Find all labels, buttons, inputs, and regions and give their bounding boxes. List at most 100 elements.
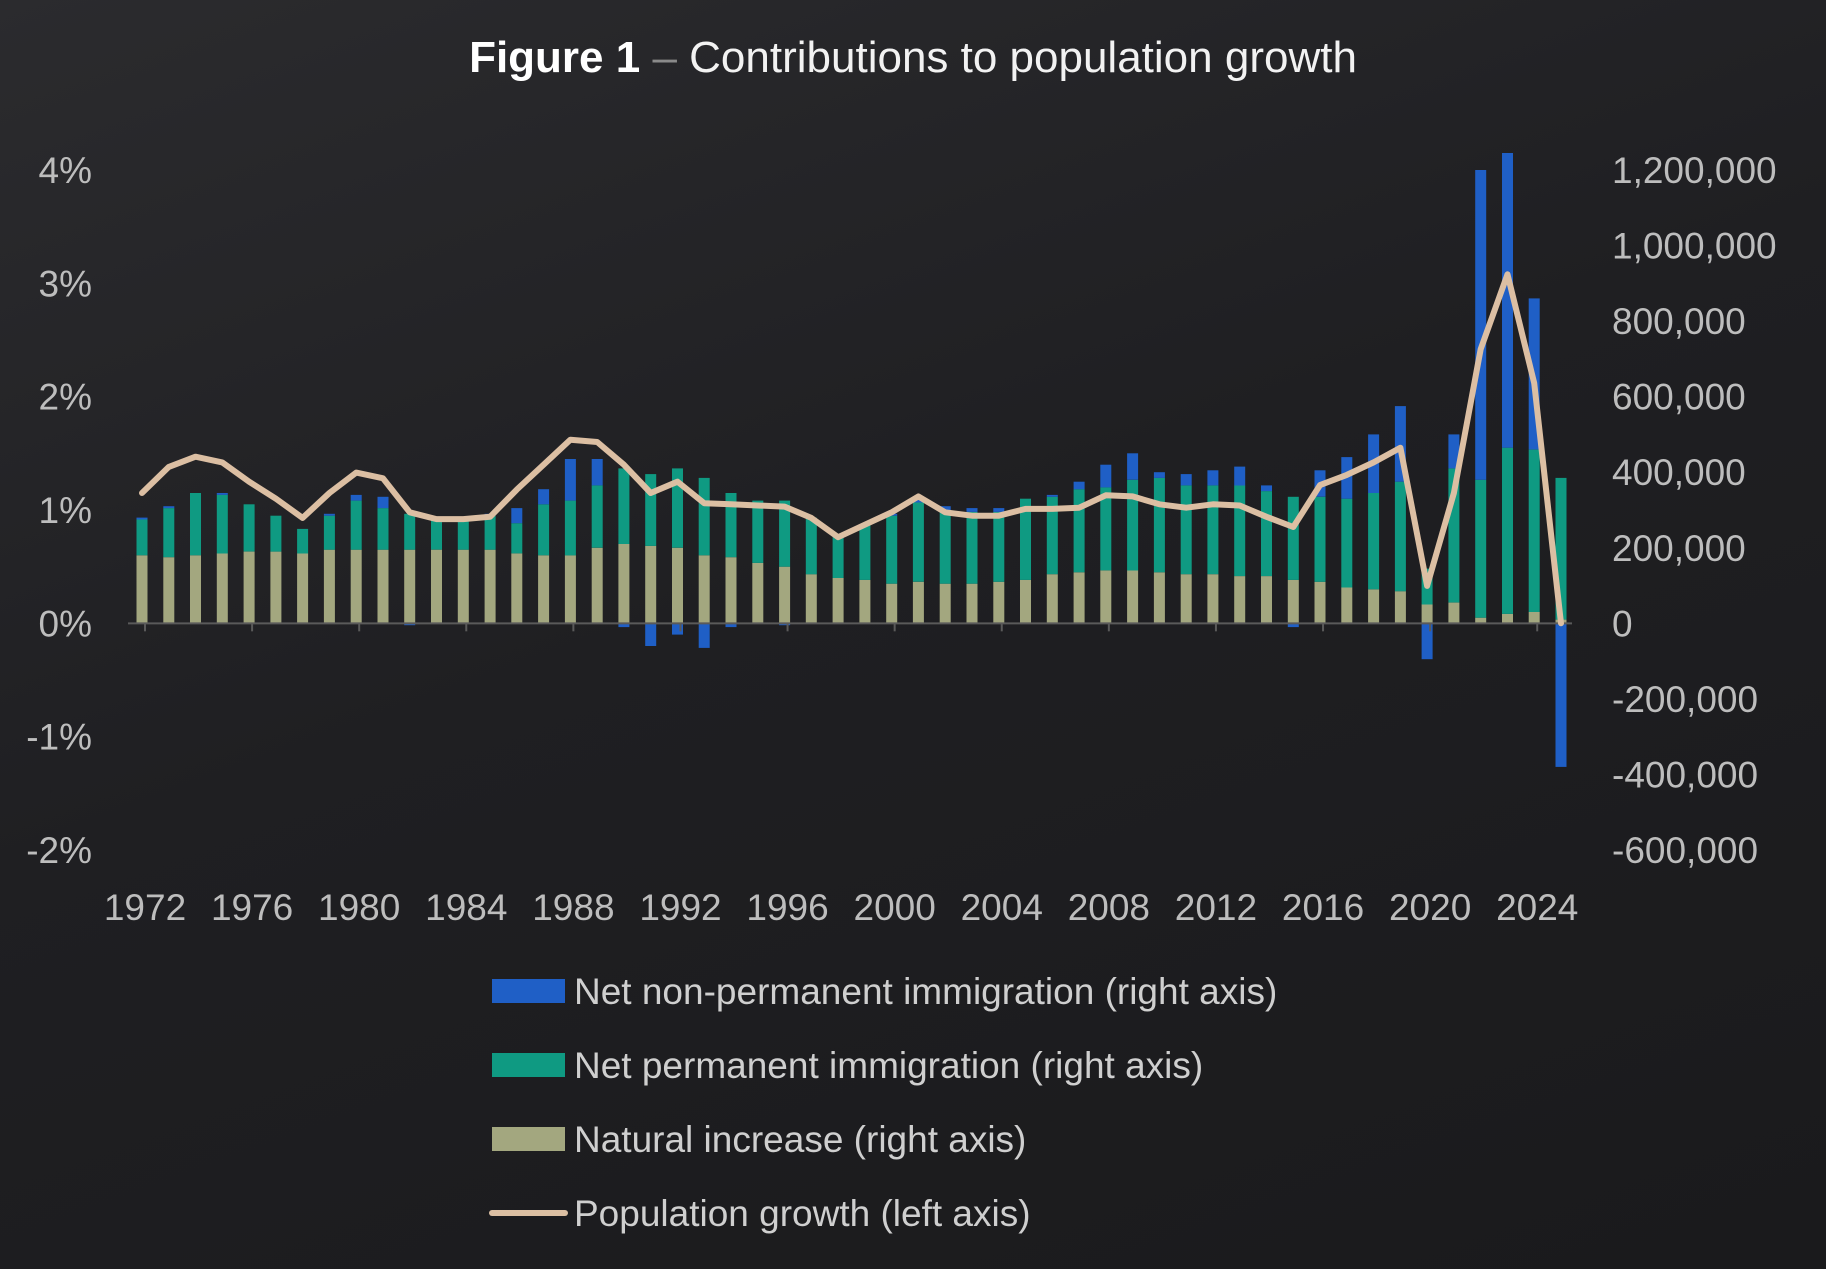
natural-increase-bar xyxy=(1287,579,1299,624)
natural-increase-bar xyxy=(912,581,924,624)
non-permanent-immigration-bar xyxy=(377,496,389,509)
x-axis: 1972 1976 1980 1984 1988 1992 1996 2000 2004 2008… xyxy=(104,623,1578,928)
permanent-immigration-bar xyxy=(993,511,1005,582)
natural-increase-bar xyxy=(1100,570,1112,624)
permanent-immigration-bar xyxy=(832,536,844,578)
non-permanent-immigration-bar xyxy=(725,623,737,628)
non-permanent-immigration-bar xyxy=(591,459,603,486)
x-tick-label: 2008 xyxy=(1068,887,1150,928)
natural-increase-bar xyxy=(752,562,764,624)
permanent-immigration-bar xyxy=(1234,485,1246,577)
permanent-immigration-bar xyxy=(1341,498,1353,588)
population-growth-line xyxy=(139,271,1564,627)
permanent-immigration-bar xyxy=(645,474,657,546)
right-tick-label: 200,000 xyxy=(1612,528,1746,569)
x-tick-label: 1996 xyxy=(746,887,828,928)
x-tick-label: 1988 xyxy=(532,887,614,928)
natural-increase-bar xyxy=(538,555,550,624)
natural-increase-bar xyxy=(270,551,282,624)
non-permanent-immigration-bar xyxy=(1100,464,1112,488)
natural-increase-bar xyxy=(1475,617,1487,624)
natural-increase-bar xyxy=(779,566,791,624)
permanent-immigration-bar xyxy=(1502,447,1513,614)
permanent-immigration-bar xyxy=(618,468,630,544)
non-permanent-immigration-bar xyxy=(1234,466,1246,486)
permanent-immigration-bar xyxy=(725,493,737,558)
permanent-immigration-bar xyxy=(1368,493,1380,590)
permanent-immigration-bar xyxy=(1073,489,1085,573)
chart-title-strong: Figure 1 xyxy=(469,33,640,82)
natural-increase-bar xyxy=(591,547,603,624)
natural-increase-bar xyxy=(511,553,523,624)
natural-increase-bar xyxy=(993,581,1005,624)
natural-increase-bar xyxy=(1127,570,1139,624)
natural-increase-bar xyxy=(939,583,951,624)
natural-increase-bar xyxy=(457,549,469,624)
permanent-immigration-bar xyxy=(297,528,309,554)
natural-increase-bar xyxy=(725,557,737,624)
natural-increase-bar xyxy=(297,553,309,624)
right-tick-label: 0 xyxy=(1612,603,1633,644)
natural-increase-bar xyxy=(163,557,175,624)
non-permanent-immigration-bar xyxy=(323,513,335,516)
non-permanent-immigration-bar xyxy=(1261,485,1272,492)
x-tick-label: 2012 xyxy=(1175,887,1257,928)
non-permanent-immigration-bar xyxy=(645,623,657,646)
permanent-immigration-bar xyxy=(859,525,871,580)
permanent-immigration-bar xyxy=(377,508,389,550)
x-tick-label: 1980 xyxy=(318,887,400,928)
natural-increase-bar xyxy=(1234,576,1246,624)
chart-title: Figure 1 – Contributions to population g… xyxy=(469,33,1357,82)
non-permanent-immigration-bar xyxy=(538,489,550,505)
permanent-immigration-bar xyxy=(564,500,576,556)
natural-increase-bar xyxy=(886,583,898,624)
x-tick-label: 2016 xyxy=(1282,887,1364,928)
natural-increase-bar xyxy=(1368,589,1380,624)
non-permanent-immigration-bar xyxy=(1394,406,1406,482)
x-tick-label: 2000 xyxy=(854,887,936,928)
x-tick-label: 1984 xyxy=(425,887,507,928)
natural-increase-bar xyxy=(136,555,148,624)
natural-increase-bar xyxy=(1314,581,1326,624)
left-tick-label: 4% xyxy=(39,150,92,191)
permanent-immigration-bar xyxy=(752,500,764,563)
right-tick-label: 400,000 xyxy=(1612,452,1746,493)
natural-increase-bar xyxy=(1153,572,1165,624)
natural-increase-bar xyxy=(1341,587,1353,624)
natural-increase-bar xyxy=(404,549,416,624)
permanent-immigration-bar xyxy=(484,515,496,550)
non-permanent-immigration-bar xyxy=(564,459,576,501)
permanent-immigration-bar xyxy=(431,519,442,550)
non-permanent-immigration-bar xyxy=(1421,623,1433,660)
left-tick-label: 2% xyxy=(39,377,92,418)
natural-increase-bar xyxy=(243,551,255,624)
right-tick-label: -600,000 xyxy=(1612,830,1758,871)
legend-label-population-growth: Population growth (left axis) xyxy=(574,1193,1031,1234)
non-permanent-immigration-bar xyxy=(163,506,175,509)
natural-increase-bar xyxy=(645,545,657,624)
permanent-immigration-bar xyxy=(1287,496,1299,580)
natural-increase-bar xyxy=(805,574,817,624)
x-tick-label: 1992 xyxy=(639,887,721,928)
permanent-immigration-bar xyxy=(672,468,683,548)
right-tick-label: 1,000,000 xyxy=(1612,226,1777,267)
non-permanent-immigration-bar xyxy=(350,494,362,501)
permanent-immigration-bar xyxy=(966,511,978,584)
legend-label-permanent: Net permanent immigration (right axis) xyxy=(574,1045,1203,1086)
left-tick-label: 1% xyxy=(39,490,92,531)
natural-increase-bar xyxy=(564,555,576,624)
permanent-immigration-bar xyxy=(1261,491,1272,577)
permanent-immigration-bar xyxy=(538,504,550,556)
right-axis: 1,200,000 1,000,000 800,000 600,000 400,000 2… xyxy=(1612,150,1777,871)
non-permanent-immigration-bar xyxy=(912,498,924,503)
legend-swatch-permanent xyxy=(492,1053,565,1077)
legend-swatch-non-permanent xyxy=(492,979,565,1003)
natural-increase-bar xyxy=(966,583,978,624)
natural-increase-bar xyxy=(1020,579,1031,624)
permanent-immigration-bar xyxy=(886,515,898,584)
natural-increase-bar xyxy=(431,549,442,624)
permanent-immigration-bar xyxy=(1127,479,1139,571)
non-permanent-immigration-bar xyxy=(1046,494,1058,497)
non-permanent-immigration-bar xyxy=(216,493,228,495)
